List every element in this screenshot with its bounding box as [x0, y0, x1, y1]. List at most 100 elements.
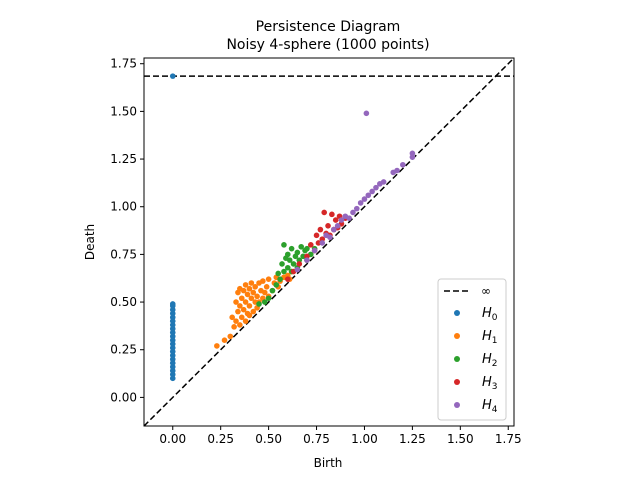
point-h3	[313, 232, 320, 239]
point-h3	[317, 226, 324, 233]
point-h1	[240, 287, 247, 294]
point-h2	[294, 249, 301, 256]
point-h1	[250, 308, 257, 315]
point-h1	[235, 308, 241, 315]
point-h3	[296, 261, 303, 267]
diagonal-line	[144, 58, 514, 426]
legend-h3-marker	[454, 379, 460, 385]
point-h3	[325, 222, 331, 229]
point-h2	[288, 245, 295, 252]
x-tick-label: 0.00	[159, 432, 186, 446]
legend-infinity-label: ∞	[481, 284, 491, 298]
point-h2	[281, 268, 287, 275]
point-h1	[244, 291, 251, 298]
x-tick-label: 1.25	[399, 432, 426, 446]
point-h3	[315, 240, 322, 246]
x-tick-label: 0.25	[207, 432, 234, 446]
chart-subtitle: Noisy 4-sphere (1000 points)	[226, 37, 429, 53]
point-h1	[265, 276, 272, 282]
point-h1	[246, 285, 253, 292]
y-axis-ticks: 0.00 0.25 0.50 0.75 1.00 1.25 1.50 1.75	[110, 57, 144, 404]
point-h1	[242, 299, 249, 305]
point-h2	[261, 299, 268, 305]
y-tick-label: 0.00	[110, 390, 137, 404]
point-h1	[240, 306, 247, 313]
point-h4	[373, 184, 379, 191]
point-h4	[330, 226, 337, 233]
chart-title: Persistence Diagram	[256, 19, 401, 35]
point-h2	[279, 261, 285, 267]
y-tick-label: 1.50	[110, 104, 137, 118]
plot-area	[143, 57, 515, 427]
legend-h2-marker	[454, 356, 460, 362]
legend-h1-marker	[454, 333, 460, 339]
point-h1	[221, 337, 228, 343]
y-tick-label: 0.25	[110, 343, 137, 357]
point-h2	[298, 243, 305, 250]
point-h2	[284, 251, 291, 258]
point-h2	[273, 282, 280, 288]
y-tick-label: 0.50	[110, 295, 137, 309]
point-h1	[248, 295, 255, 302]
x-tick-label: 0.75	[303, 432, 330, 446]
y-tick-label: 1.00	[110, 200, 137, 214]
x-tick-label: 1.00	[351, 432, 378, 446]
point-h2	[284, 264, 291, 271]
legend-h2-label: H2	[482, 352, 498, 369]
point-h2	[256, 301, 262, 307]
legend-frame	[437, 278, 507, 421]
point-h4	[369, 188, 375, 195]
point-h4	[380, 179, 387, 185]
point-h1	[242, 282, 249, 288]
x-tick-label: 0.50	[255, 432, 282, 446]
point-h1	[237, 322, 243, 328]
point-h4	[304, 257, 310, 263]
point-h1	[242, 318, 249, 324]
point-h4	[353, 205, 360, 212]
point-h1	[233, 318, 239, 324]
point-h1	[238, 314, 245, 321]
y-axis-label: Death	[83, 224, 97, 260]
legend-h4-marker	[454, 402, 460, 408]
point-h1	[238, 295, 245, 302]
point-h1	[214, 343, 220, 349]
point-h3	[329, 211, 335, 218]
point-h1	[231, 324, 237, 330]
point-h2	[290, 261, 297, 267]
y-tick-label: 1.75	[110, 57, 137, 71]
point-h4	[346, 215, 352, 221]
point-h1	[233, 299, 239, 305]
point-h4	[311, 247, 318, 254]
point-h1	[261, 289, 268, 296]
point-h4	[365, 192, 372, 199]
point-h1	[237, 303, 243, 309]
point-h4	[409, 150, 416, 157]
data-layer	[144, 58, 514, 426]
point-h1	[250, 289, 257, 296]
point-h1	[229, 314, 235, 321]
point-h4	[327, 234, 333, 241]
point-h2	[304, 245, 310, 252]
point-h2	[265, 295, 272, 302]
series-h4	[294, 110, 416, 273]
point-h0	[169, 73, 176, 79]
point-h4	[363, 110, 370, 117]
point-h2	[286, 257, 293, 263]
point-h0	[169, 301, 176, 307]
point-h4	[334, 222, 341, 229]
point-h1	[227, 333, 234, 340]
point-h4	[338, 217, 345, 223]
series-h0	[169, 73, 176, 382]
y-tick-label: 0.75	[110, 247, 137, 261]
point-h4	[394, 167, 400, 174]
legend-h0-label: H0	[482, 306, 498, 323]
point-h4	[361, 196, 368, 202]
point-h1	[246, 312, 253, 319]
point-h2	[269, 287, 276, 294]
legend: ∞ H0 H1 H2 H3 H4	[437, 278, 507, 421]
point-h4	[319, 240, 326, 246]
legend-h4-label: H4	[482, 398, 498, 415]
point-h3	[284, 276, 291, 282]
x-axis-label: Birth	[314, 456, 343, 470]
